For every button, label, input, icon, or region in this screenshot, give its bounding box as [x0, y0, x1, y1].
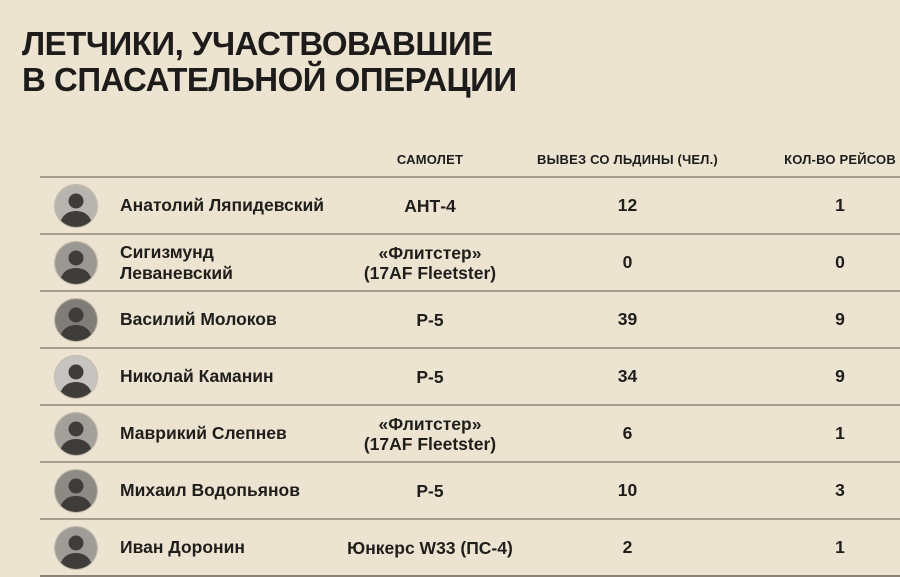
- aircraft-name: Р-5: [416, 366, 444, 387]
- pilots-table: САМОЛЕТ ВЫВЕЗ СО ЛЬДИНЫ (ЧЕЛ.) КОЛ-ВО РЕ…: [40, 138, 900, 577]
- table-row: Сигизмунд Леваневский «Флитстер» (17AF F…: [40, 235, 900, 292]
- table-row: Василий Молоков Р-5 39 9: [40, 292, 900, 349]
- pilot-name: Иван Доронин: [120, 537, 245, 557]
- evacuated-count: 2: [622, 537, 633, 557]
- aircraft-name: Р-5: [416, 480, 444, 501]
- flights-count: 1: [835, 423, 845, 443]
- table-row: Маврикий Слепнев «Флитстер» (17AF Fleets…: [40, 406, 900, 463]
- pilot-portrait: [55, 241, 97, 284]
- flights-count: 1: [835, 195, 845, 215]
- pilot-photo-cell: [40, 469, 115, 512]
- column-header-evacuated: ВЫВЕЗ СО ЛЬДИНЫ (ЧЕЛ.): [537, 152, 718, 167]
- evacuated-count: 12: [617, 195, 638, 215]
- flights-count: 1: [835, 537, 845, 557]
- aircraft-cell: АНТ-4: [330, 196, 530, 216]
- page-title: ЛЕТЧИКИ, УЧАСТВОВАВШИЕ В СПАСАТЕЛЬНОЙ ОП…: [22, 26, 900, 98]
- evacuated-count: 0: [622, 252, 633, 272]
- flights-count: 9: [835, 366, 845, 386]
- page-title-line1: ЛЕТЧИКИ, УЧАСТВОВАВШИЕ: [22, 25, 493, 62]
- pilot-name: Сигизмунд Леваневский: [120, 241, 233, 283]
- person-icon: [55, 355, 97, 398]
- table-header-row: САМОЛЕТ ВЫВЕЗ СО ЛЬДИНЫ (ЧЕЛ.) КОЛ-ВО РЕ…: [40, 138, 900, 178]
- pilot-portrait: [55, 184, 97, 227]
- aircraft-cell: «Флитстер» (17AF Fleetster): [330, 243, 530, 283]
- pilot-portrait: [55, 526, 97, 569]
- person-icon: [55, 526, 97, 569]
- aircraft-cell: «Флитстер» (17AF Fleetster): [330, 414, 530, 454]
- pilot-photo-cell: [40, 184, 115, 227]
- pilot-name: Василий Молоков: [120, 309, 277, 329]
- pilot-photo-cell: [40, 355, 115, 398]
- pilot-photo-cell: [40, 526, 115, 569]
- column-header-flights: КОЛ-ВО РЕЙСОВ: [784, 152, 896, 167]
- evacuated-count: 6: [622, 423, 633, 443]
- aircraft-cell: Р-5: [330, 310, 530, 330]
- flights-count: 9: [835, 309, 845, 329]
- aircraft-note: (17AF Fleetster): [363, 433, 497, 454]
- table-row: Николай Каманин Р-5 34 9: [40, 349, 900, 406]
- evacuated-count: 10: [617, 480, 638, 500]
- header-spacer-name: [115, 167, 330, 176]
- flights-count: 3: [835, 480, 845, 500]
- person-icon: [55, 298, 97, 341]
- aircraft-cell: Р-5: [330, 481, 530, 501]
- aircraft-name: Р-5: [416, 309, 444, 330]
- evacuated-count: 39: [617, 309, 638, 329]
- pilot-name: Маврикий Слепнев: [120, 423, 287, 443]
- aircraft-name: АНТ-4: [404, 195, 456, 216]
- pilot-name: Николай Каманин: [120, 366, 274, 386]
- person-icon: [55, 412, 97, 455]
- aircraft-name: «Флитстер»: [378, 242, 482, 263]
- pilot-photo-cell: [40, 412, 115, 455]
- pilot-photo-cell: [40, 298, 115, 341]
- pilot-portrait: [55, 298, 97, 341]
- aircraft-name: Юнкерс W33 (ПС-4): [347, 537, 513, 558]
- person-icon: [55, 469, 97, 512]
- pilot-name: Анатолий Ляпидевский: [120, 195, 325, 215]
- aircraft-name: «Флитстер»: [378, 413, 482, 434]
- table-row: Михаил Водопьянов Р-5 10 3: [40, 463, 900, 520]
- table-row: Анатолий Ляпидевский АНТ-4 12 1: [40, 178, 900, 235]
- pilot-photo-cell: [40, 241, 115, 284]
- aircraft-cell: Юнкерс W33 (ПС-4): [330, 538, 530, 558]
- pilot-name: Михаил Водопьянов: [120, 480, 300, 500]
- aircraft-cell: Р-5: [330, 367, 530, 387]
- header-spacer-photo: [40, 167, 115, 176]
- evacuated-count: 34: [617, 366, 638, 386]
- person-icon: [55, 184, 97, 227]
- pilot-portrait: [55, 355, 97, 398]
- page-title-line2: В СПАСАТЕЛЬНОЙ ОПЕРАЦИИ: [22, 61, 517, 98]
- column-header-aircraft: САМОЛЕТ: [396, 152, 464, 167]
- aircraft-note: (17AF Fleetster): [363, 262, 497, 283]
- pilot-portrait: [55, 412, 97, 455]
- person-icon: [55, 241, 97, 284]
- table-body: Анатолий Ляпидевский АНТ-4 12 1 Сигизмун…: [40, 178, 900, 577]
- flights-count: 0: [835, 252, 845, 272]
- pilot-portrait: [55, 469, 97, 512]
